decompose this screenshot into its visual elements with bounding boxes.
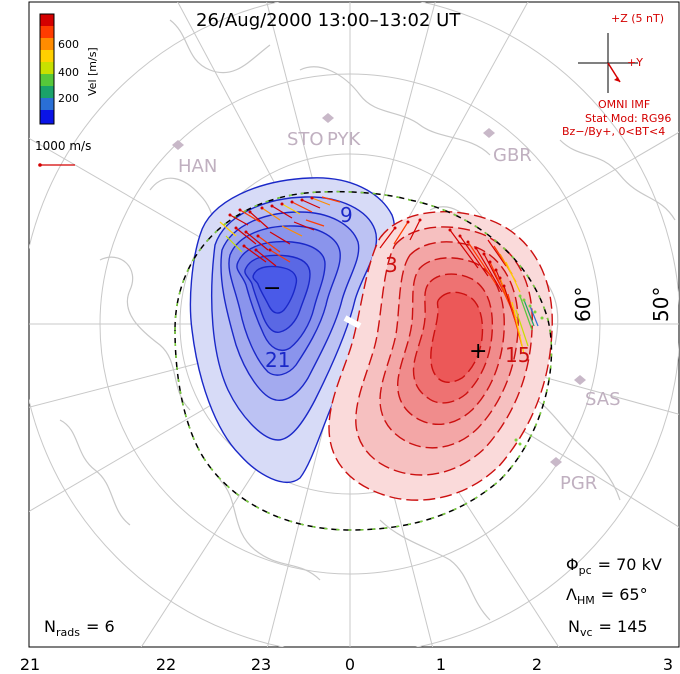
velocity-vectors-dawn xyxy=(379,219,539,355)
mlt-tick-22: 22 xyxy=(156,655,176,674)
imf-z-label: +Z (5 nT) xyxy=(611,12,664,25)
velocity-vectors-dusk xyxy=(219,196,341,267)
contour-label-pos-outer: 3 xyxy=(385,253,398,277)
nvc-stat: Nvc = 145 xyxy=(568,617,648,639)
radar-label-pyk: PYK xyxy=(327,129,361,150)
negative-potential-cell xyxy=(189,177,396,483)
imf-clock: +Z (5 nT) +Y OMNI IMF Stat Mod: RG96 Bz−… xyxy=(562,12,671,138)
imf-bins: Bz−/By+, 0<BT<4 xyxy=(562,125,665,138)
mlt-tick-21: 21 xyxy=(20,655,40,674)
map-title: 26/Aug/2000 13:00–13:02 UT xyxy=(196,10,461,31)
positive-potential-cell xyxy=(328,211,553,501)
velocity-colorbar xyxy=(39,13,55,125)
imf-y-label: +Y xyxy=(627,56,643,69)
nrads-stat: Nrads = 6 xyxy=(44,617,115,639)
mlt-tick-2: 2 xyxy=(532,655,542,674)
svg-text:1000 m/s: 1000 m/s xyxy=(35,139,91,153)
radar-label-pgr: PGR xyxy=(560,473,597,494)
imf-source: OMNI IMF xyxy=(598,98,650,111)
contour-label-neg-outer: 9 xyxy=(340,203,353,227)
radar-label-gbr: GBR xyxy=(493,145,532,166)
imf-model: Stat Mod: RG96 xyxy=(585,112,671,125)
mlt-tick-0: 0 xyxy=(345,655,355,674)
contour-label-pos-mid: 15 xyxy=(505,343,530,367)
zero-potential-line xyxy=(343,315,362,329)
latitude-label-50: 50° xyxy=(649,287,673,322)
radar-label-han: HAN xyxy=(178,156,217,177)
contour-label-neg-mid: 21 xyxy=(265,348,290,372)
radar-label-sas: SAS xyxy=(585,389,621,410)
reference-vector: 1000 m/s xyxy=(35,139,91,167)
coordinate-note: MLT coordinates xyxy=(11,0,26,100)
latitude-label-60: 60° xyxy=(571,287,595,322)
lambda-hm-stat: ΛHM = 65° xyxy=(566,585,648,607)
mlt-tick-23: 23 xyxy=(251,655,271,674)
radar-sites xyxy=(172,113,586,467)
mlt-tick-3: 3 xyxy=(663,655,673,674)
colorbar-tick-400: 400 xyxy=(58,66,79,79)
fit-order-note: FitOrder: 8, mapEX format xyxy=(2,456,18,640)
potential-maximum-marker: + xyxy=(469,339,487,364)
mlt-axis: 21 22 23 0 1 2 3 xyxy=(20,655,673,674)
preview-note: NOTE: FOR PREVIEW PURPOSES ONLY. PLEASE … xyxy=(11,0,27,640)
radar-label-sto: STO xyxy=(287,129,324,150)
colorbar-label: Vel [m/s] xyxy=(86,47,99,96)
mlt-tick-1: 1 xyxy=(436,655,446,674)
potential-minimum-marker: − xyxy=(263,276,281,301)
phi-pc-stat: Φpc = 70 kV xyxy=(566,555,662,577)
colorbar-tick-600: 600 xyxy=(58,38,79,51)
colorbar-tick-200: 200 xyxy=(58,92,79,105)
hm-boundary xyxy=(174,190,553,531)
